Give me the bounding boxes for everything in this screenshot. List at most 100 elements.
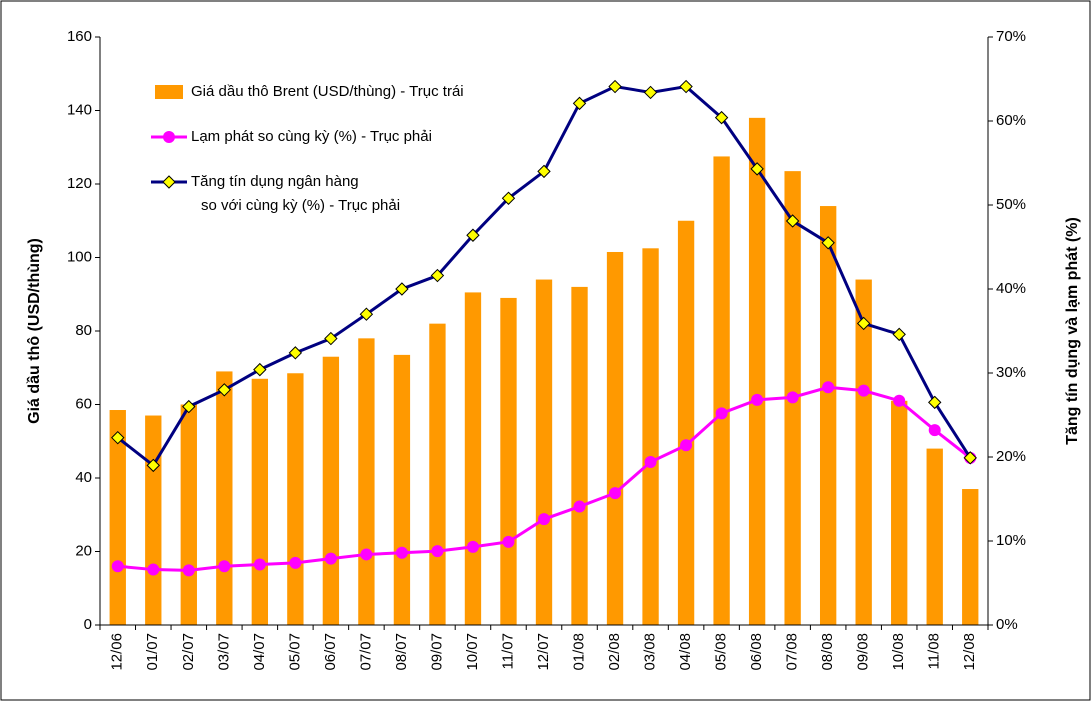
y-tick-label: 120 [67, 175, 92, 192]
x-tick-label: 12/06 [109, 633, 126, 671]
line-marker [182, 564, 195, 577]
line-marker [679, 79, 693, 94]
bar [571, 286, 588, 625]
bar [642, 248, 659, 625]
bar [251, 378, 269, 625]
y-tick-label: 100 [67, 248, 92, 265]
bar [145, 415, 162, 625]
bar [713, 156, 730, 625]
line-marker [644, 456, 657, 469]
x-tick-label: 11/08 [926, 633, 943, 669]
legend-label: Tăng tín dụng ngân hàng so với cùng kỳ (%… [191, 173, 400, 214]
x-tick-label: 04/07 [251, 633, 268, 671]
x-tick-label: 08/07 [393, 633, 410, 671]
bar [535, 279, 553, 625]
bar [216, 371, 233, 625]
y-axis-title: Giá dầu thô (USD/thùng) [26, 238, 43, 424]
x-tick-label: 03/07 [215, 633, 232, 671]
y-tick-label: 40 [75, 469, 92, 486]
y2-tick-label: 50% [996, 196, 1026, 213]
y2-tick-label: 30% [996, 364, 1026, 381]
y-tick-label: 20 [75, 542, 92, 559]
line-marker [466, 540, 479, 553]
bar [464, 292, 482, 625]
bar [109, 410, 126, 625]
x-tick-label: 04/08 [677, 633, 694, 671]
line-marker [785, 214, 800, 228]
line-marker [360, 548, 373, 561]
line-marker [680, 439, 693, 452]
y2-tick-label: 60% [996, 112, 1026, 129]
line-marker [537, 164, 551, 179]
line-marker [431, 545, 444, 558]
bar [606, 251, 624, 626]
legend-label: Giá dầu thô Brent (USD/thùng) - Trục trá… [191, 83, 464, 100]
bar [322, 356, 340, 625]
bar [287, 373, 304, 625]
x-tick-label: 06/08 [748, 633, 765, 671]
y2-tick-label: 10% [996, 532, 1026, 549]
line-marker [253, 362, 267, 377]
x-tick-label: 05/08 [713, 633, 730, 671]
x-tick-label: 05/07 [286, 633, 303, 671]
bar [358, 338, 375, 625]
x-tick-label: 09/08 [855, 633, 872, 671]
y-tick-label: 160 [67, 28, 92, 45]
line-marker [609, 487, 622, 500]
line-marker [608, 79, 622, 94]
bar [962, 489, 979, 625]
bar [429, 323, 446, 625]
x-tick-label: 07/07 [357, 633, 374, 671]
line-marker [501, 191, 516, 205]
x-tick-label: 06/07 [322, 633, 339, 671]
bar [748, 117, 766, 625]
line-marker [218, 560, 231, 573]
line-marker [182, 399, 196, 414]
line-marker [146, 458, 160, 473]
y-tick-label: 140 [67, 101, 92, 118]
bar [926, 448, 943, 625]
line-marker [892, 327, 906, 342]
line-marker [856, 316, 871, 331]
line-marker [857, 384, 870, 397]
x-tick-label: 12/08 [961, 633, 978, 671]
bar [855, 279, 872, 625]
y-tick-label: 80 [75, 322, 92, 339]
line-marker [395, 546, 408, 559]
line-marker [714, 110, 729, 125]
y2-axis-title: Tăng tín dụng và lạm phát (%) [1064, 217, 1081, 445]
line-marker [359, 307, 374, 321]
line-marker [217, 383, 232, 397]
line-marker [643, 85, 658, 100]
line-marker [430, 268, 445, 283]
y2-tick-label: 0% [996, 616, 1018, 633]
x-tick-label: 02/08 [606, 633, 623, 671]
legend-swatch [155, 85, 183, 99]
bar [677, 220, 695, 625]
line-marker [822, 381, 835, 394]
line-marker [324, 552, 337, 565]
line-marker [715, 407, 728, 420]
legend-label: Lạm phát so cùng kỳ (%) - Trục phải [191, 128, 432, 145]
y-tick-label: 0 [84, 616, 92, 633]
bar [500, 297, 517, 625]
x-tick-label: 01/08 [570, 633, 587, 671]
line-marker [928, 424, 941, 437]
line-marker [573, 500, 586, 513]
line-marker [395, 282, 409, 296]
x-tick-label: 11/07 [499, 633, 516, 669]
x-tick-label: 09/07 [428, 633, 445, 671]
line-marker [324, 331, 338, 346]
x-tick-label: 10/07 [464, 633, 481, 671]
line-marker [111, 430, 125, 445]
line-marker [502, 535, 515, 548]
bar [819, 206, 837, 626]
y2-tick-label: 40% [996, 280, 1026, 297]
x-tick-label: 08/08 [819, 633, 836, 671]
y2-tick-label: 70% [996, 28, 1026, 45]
x-tick-label: 12/07 [535, 633, 552, 671]
legend-marker [162, 175, 176, 189]
line-marker [147, 563, 160, 576]
line-marker [928, 395, 942, 410]
